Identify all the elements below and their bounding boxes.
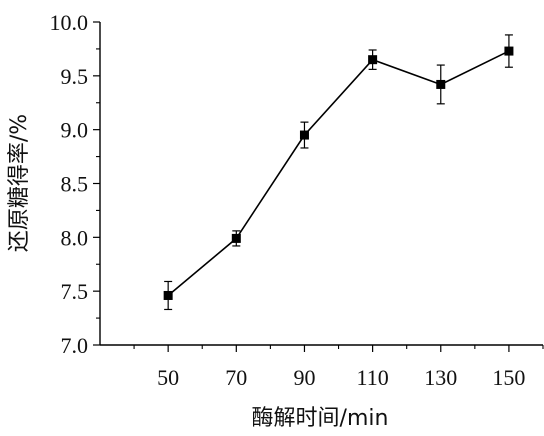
y-tick-label: 10.0 [50, 10, 89, 35]
data-point [163, 290, 173, 300]
y-axis-label: 还原糖得率/% [7, 114, 32, 252]
data-point [231, 233, 241, 243]
x-tick-label: 90 [293, 365, 315, 390]
y-tick-label: 9.0 [61, 118, 89, 143]
data-point [299, 130, 309, 140]
y-tick-label: 8.0 [61, 225, 89, 250]
x-tick-label: 150 [492, 365, 525, 390]
data-point [368, 55, 378, 65]
data-point [436, 79, 446, 89]
y-tick-label: 7.5 [61, 279, 89, 304]
x-tick-label: 130 [424, 365, 457, 390]
x-axis-label: 酶解时间/min [252, 406, 389, 431]
x-tick-label: 110 [357, 365, 389, 390]
data-series [163, 34, 514, 311]
data-point [504, 46, 514, 56]
series-line [167, 50, 510, 297]
y-tick-label: 7.0 [61, 333, 89, 358]
x-ticks: 50 70 90 110 130 150 [133, 345, 544, 390]
y-ticks: 7.0 7.5 8.0 8.5 9.0 9.5 10.0 [50, 10, 100, 358]
y-tick-label: 8.5 [61, 172, 89, 197]
y-tick-label: 9.5 [61, 64, 89, 89]
x-tick-label: 70 [225, 365, 247, 390]
x-tick-label: 50 [157, 365, 179, 390]
